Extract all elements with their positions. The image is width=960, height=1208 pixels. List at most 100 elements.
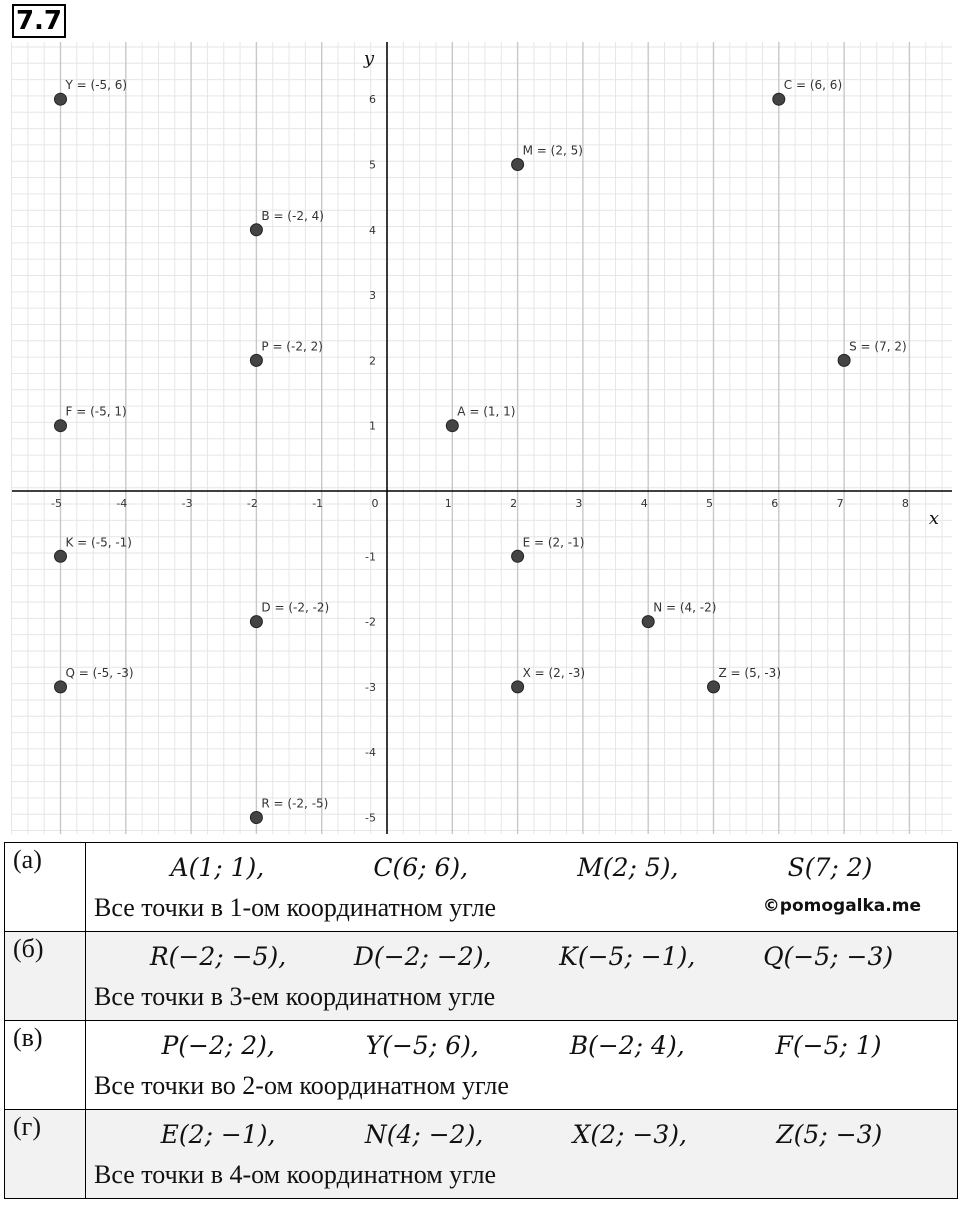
description-text: Все точки в 1-ом координатном угле xyxy=(94,893,497,922)
point-z xyxy=(707,680,720,694)
axes: xy xyxy=(12,42,952,834)
answer-row-a: (а) A(1; 1), C(6; 6), M(2; 5), S(7; 2) В… xyxy=(4,842,958,932)
point-f xyxy=(54,419,67,433)
point-label-n: N = (4, -2) xyxy=(653,601,716,615)
x-tick-label: 2 xyxy=(510,497,517,510)
description-text: Все точки во 2-ом координатном угле xyxy=(94,1071,509,1100)
point-label-b: B = (-2, 4) xyxy=(261,209,324,223)
problem-number: 7.7 xyxy=(12,4,66,38)
point-entry: Q(−5; −3) xyxy=(763,941,894,971)
point-list: A(1; 1), C(6; 6), M(2; 5), S(7; 2) xyxy=(86,843,957,887)
point-label-s: S = (7, 2) xyxy=(849,339,907,353)
point-label-f: F = (-5, 1) xyxy=(66,405,127,419)
point-entry: Z(5; −3) xyxy=(776,1119,883,1149)
y-tick-label: 5 xyxy=(369,159,376,172)
x-tick-label: 6 xyxy=(771,497,778,510)
y-tick-label: 3 xyxy=(369,289,376,302)
y-tick-label: -1 xyxy=(365,550,376,563)
answer-row-g: (г) E(2; −1), N(4; −2), X(2; −3), Z(5; −… xyxy=(4,1109,958,1199)
x-tick-label: -5 xyxy=(51,497,62,510)
point-list: P(−2; 2), Y(−5; 6), B(−2; 4), F(−5; 1) xyxy=(86,1021,957,1065)
point-p xyxy=(249,353,263,367)
point-q xyxy=(54,680,67,694)
point-entry: X(2; −3), xyxy=(572,1119,687,1149)
points: Y = (-5, 6) C = (6, 6) M = (2, 5) B = (-2, … xyxy=(54,78,907,824)
point-entry: C(6; 6), xyxy=(373,852,469,882)
x-tick-label: 5 xyxy=(706,497,713,510)
point-entry: P(−2; 2), xyxy=(161,1030,275,1060)
point-label-y: Y = (-5, 6) xyxy=(65,78,128,92)
point-label-m: M = (2, 5) xyxy=(523,144,583,158)
point-a xyxy=(445,419,459,433)
point-entry: S(7; 2) xyxy=(787,852,873,882)
row-content: P(−2; 2), Y(−5; 6), B(−2; 4), F(−5; 1) В… xyxy=(85,1020,958,1110)
y-tick-label: 1 xyxy=(369,420,376,433)
y-axis-label: y xyxy=(363,48,375,69)
y-tick-label: -5 xyxy=(365,812,376,825)
row-label: (б) xyxy=(4,931,86,1021)
point-label-d: D = (-2, -2) xyxy=(261,601,329,615)
point-entry: D(−2; −2), xyxy=(353,941,492,971)
answer-row-b: (б) R(−2; −5), D(−2; −2), K(−5; −1), Q(−… xyxy=(4,931,958,1021)
y-tick-label: 4 xyxy=(369,224,376,237)
x-tick-label: -3 xyxy=(182,497,193,510)
point-c xyxy=(772,92,786,106)
point-label-x: X = (2, -3) xyxy=(523,666,586,680)
point-entry: A(1; 1), xyxy=(170,852,265,882)
point-label-r: R = (-2, -5) xyxy=(261,797,328,811)
answer-row-v: (в) P(−2; 2), Y(−5; 6), B(−2; 4), F(−5; … xyxy=(4,1020,958,1110)
y-tick-label: 6 xyxy=(369,93,376,106)
x-tick-label: 3 xyxy=(575,497,582,510)
point-e xyxy=(511,549,525,563)
tick-labels: -5 -4 -3 -2 -1 0 1 2 3 4 5 6 7 8 -5 -4 -3 -2 -1 1 2 3 4 5 6 xyxy=(51,93,909,824)
x-tick-label: 7 xyxy=(837,497,844,510)
x-tick-label: 1 xyxy=(445,497,452,510)
x-tick-label: 4 xyxy=(641,497,648,510)
y-tick-label: -2 xyxy=(365,616,376,629)
point-entry: M(2; 5), xyxy=(577,852,679,882)
point-label-k: K = (-5, -1) xyxy=(66,535,132,549)
point-d xyxy=(249,615,263,629)
point-label-z: Z = (5, -3) xyxy=(719,666,782,680)
point-s xyxy=(837,353,851,367)
point-entry: B(−2; 4), xyxy=(569,1030,685,1060)
x-axis-label: x xyxy=(929,508,939,529)
point-entry: F(−5; 1) xyxy=(775,1030,882,1060)
point-x xyxy=(511,680,525,694)
x-tick-label: -2 xyxy=(247,497,258,510)
point-label-a: A = (1, 1) xyxy=(457,405,515,419)
point-k xyxy=(54,549,67,563)
x-tick-label: -4 xyxy=(116,497,127,510)
point-n xyxy=(641,615,655,629)
point-label-e: E = (2, -1) xyxy=(523,535,585,549)
point-entry: N(4; −2), xyxy=(364,1119,484,1149)
point-list: E(2; −1), N(4; −2), X(2; −3), Z(5; −3) xyxy=(86,1110,957,1154)
y-tick-label: -3 xyxy=(365,681,376,694)
row-description: Все точки в 1-ом координатном угле ©pomo… xyxy=(86,887,957,931)
point-entry: Y(−5; 6), xyxy=(365,1030,479,1060)
point-label-q: Q = (-5, -3) xyxy=(66,666,134,680)
point-entry: K(−5; −1), xyxy=(559,941,696,971)
x-tick-label: 0 xyxy=(372,497,379,510)
point-r xyxy=(249,811,263,824)
point-list: R(−2; −5), D(−2; −2), K(−5; −1), Q(−5; −… xyxy=(86,932,957,976)
description-text: Все точки в 4-ом координатном угле xyxy=(94,1160,497,1189)
watermark: ©pomogalka.me xyxy=(762,896,921,916)
row-label: (г) xyxy=(4,1109,86,1199)
row-content: E(2; −1), N(4; −2), X(2; −3), Z(5; −3) В… xyxy=(85,1109,958,1199)
row-description: Все точки в 4-ом координатном угле xyxy=(86,1154,957,1198)
row-description: Все точки в 3-ем координатном угле xyxy=(86,976,957,1020)
answers-table: (а) A(1; 1), C(6; 6), M(2; 5), S(7; 2) В… xyxy=(4,842,958,1199)
minor-grid xyxy=(11,42,952,834)
point-entry: E(2; −1), xyxy=(160,1119,276,1149)
y-tick-label: -4 xyxy=(365,746,376,759)
point-b xyxy=(249,223,263,237)
point-entry: R(−2; −5), xyxy=(149,941,287,971)
description-text: Все точки в 3-ем координатном угле xyxy=(94,982,496,1011)
point-label-c: C = (6, 6) xyxy=(784,78,842,92)
point-m xyxy=(511,158,525,171)
point-y xyxy=(54,92,67,106)
row-content: R(−2; −5), D(−2; −2), K(−5; −1), Q(−5; −… xyxy=(85,931,958,1021)
x-tick-label: 8 xyxy=(902,497,909,510)
